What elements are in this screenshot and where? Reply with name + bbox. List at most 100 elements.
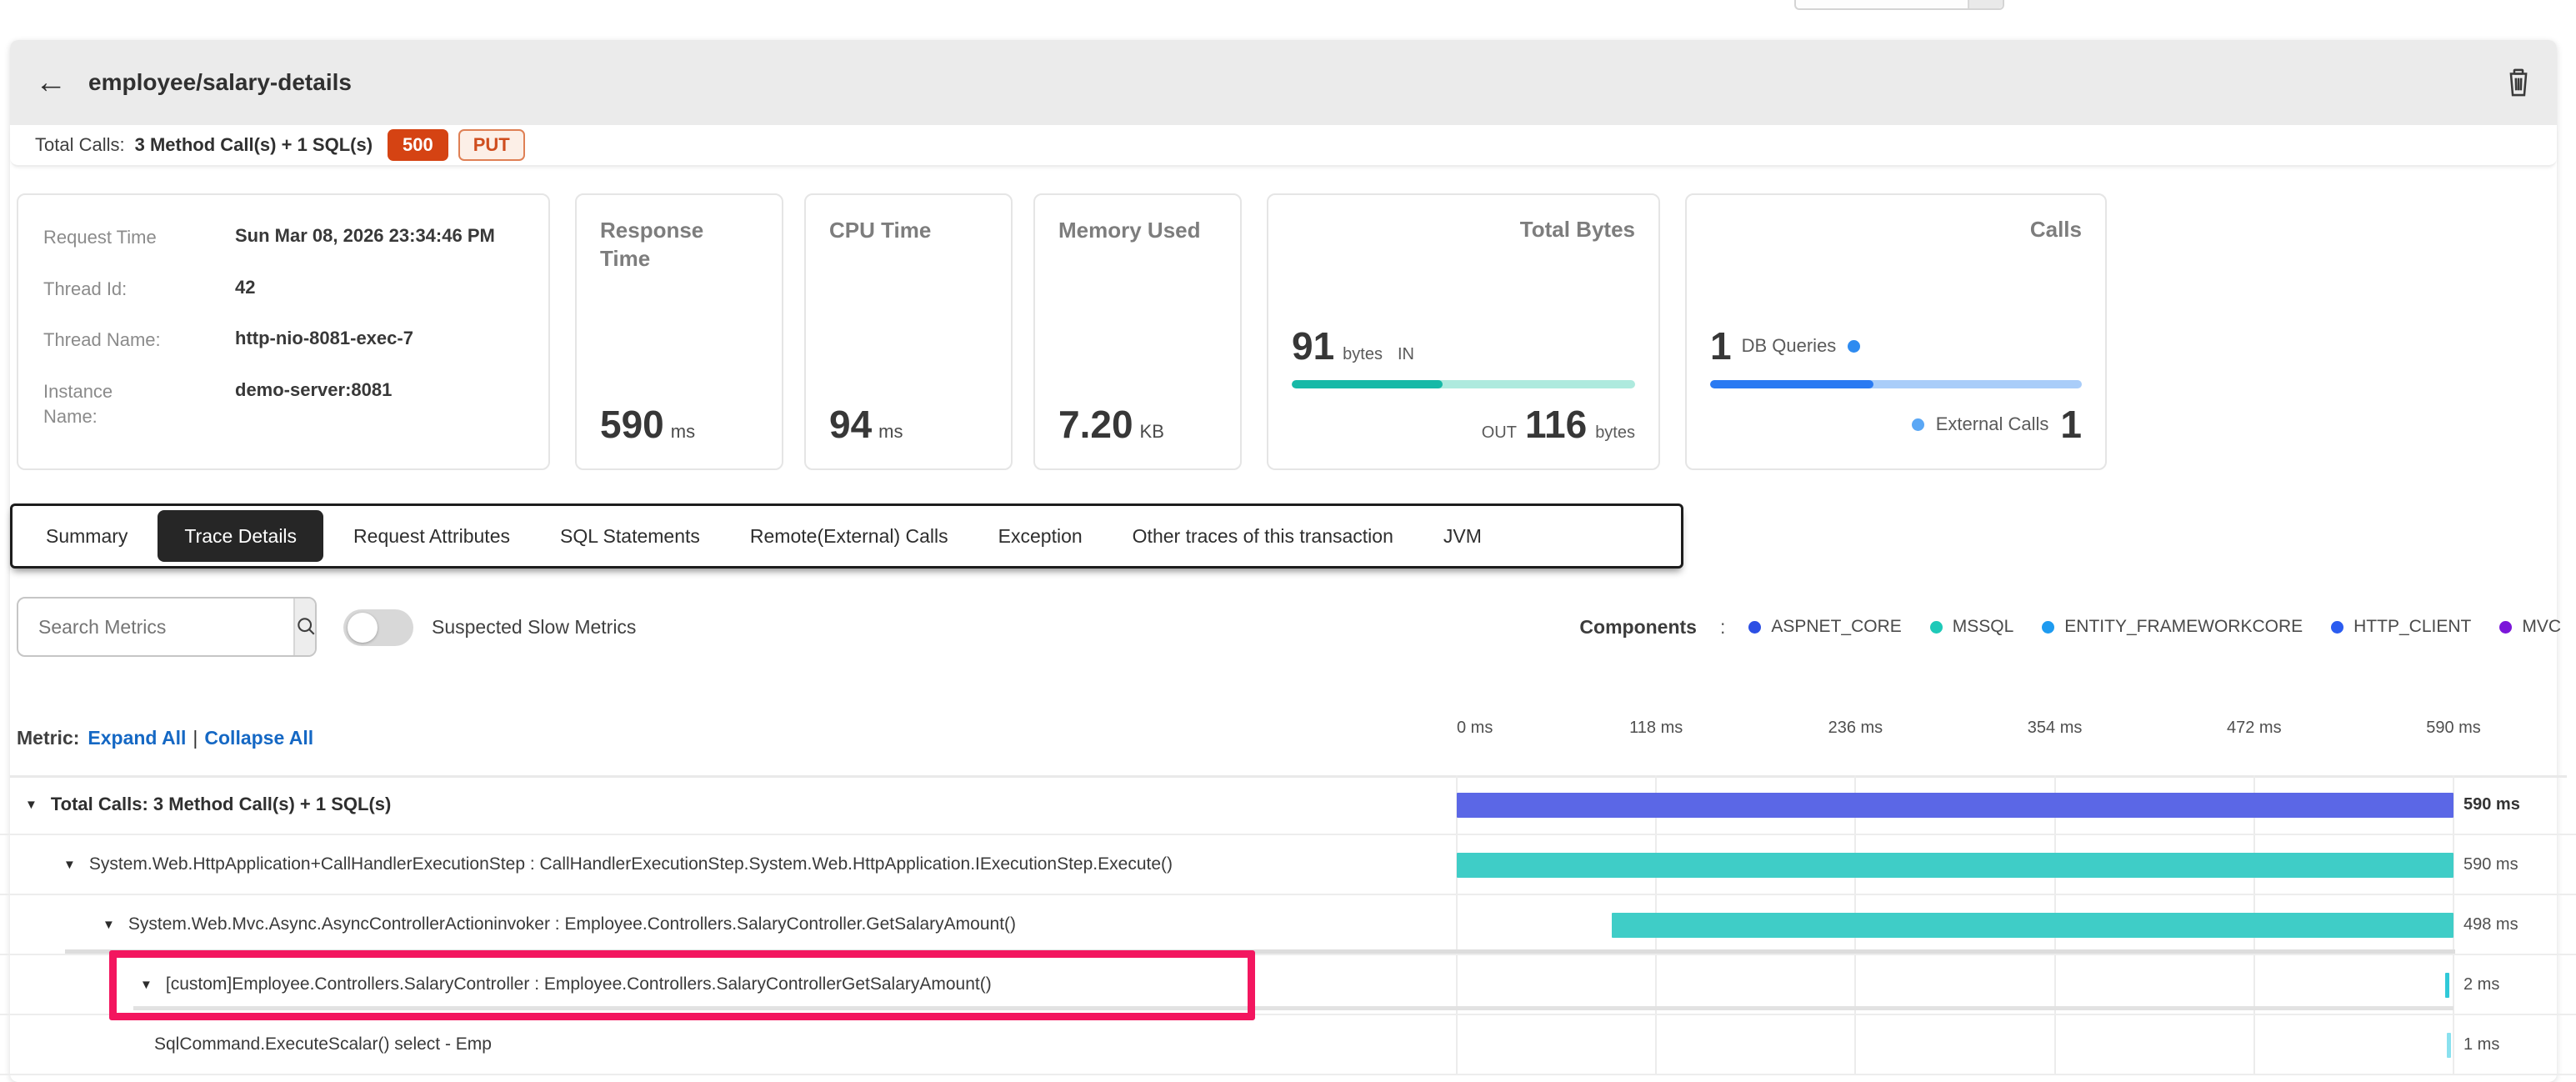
trace-row-name[interactable]: ▼ [custom]Employee.Controllers.SalaryCont…: [140, 974, 992, 994]
duration-bar[interactable]: [1457, 853, 2453, 878]
bytes-out-label: OUT: [1481, 423, 1517, 442]
tab-exception[interactable]: Exception: [998, 524, 1083, 547]
collapse-all-link[interactable]: Collapse All: [204, 727, 314, 749]
legend-dot-icon: [2499, 620, 2513, 634]
chart-gridline: [1456, 775, 1458, 1075]
info-row: Request Time Sun Mar 08, 2026 23:34:46 P…: [43, 225, 523, 250]
info-label: Thread Name:: [43, 329, 161, 351]
trace-row: ▼ [custom]Employee.Controllers.SalaryCont…: [0, 955, 2576, 1015]
duration-label: 1 ms: [2463, 1034, 2500, 1054]
stat-unit: KB: [1139, 421, 1164, 442]
tab-other-traces[interactable]: Other traces of this transaction: [1132, 524, 1393, 547]
trace-row: ▼ Total Calls: 3 Method Call(s) + 1 SQL(s…: [0, 775, 2576, 835]
info-label: Thread Id:: [43, 278, 128, 299]
page-title: employee/salary-details: [88, 69, 352, 95]
tab-jvm[interactable]: JVM: [1443, 524, 1482, 547]
http-method-badge: PUT: [458, 129, 525, 161]
collapse-caret-icon[interactable]: ▼: [140, 977, 153, 992]
partial-search-box[interactable]: [1794, 0, 2004, 10]
trace-row-name[interactable]: ▼ System.Web.Mvc.Async.AsyncControllerAct…: [103, 914, 1017, 934]
bytes-in-label: IN: [1397, 345, 1414, 363]
back-arrow-icon[interactable]: ←: [35, 65, 67, 100]
row-separator-thick: [65, 949, 2455, 954]
tab-request-attributes[interactable]: Request Attributes: [353, 524, 510, 547]
duration-label: 590 ms: [2463, 854, 2518, 874]
tab-sql-statements[interactable]: SQL Statements: [560, 524, 700, 547]
partial-search-button[interactable]: [1968, 0, 2003, 8]
search-metrics-box: [17, 597, 317, 657]
legend-item-entity-frameworkcore: ENTITY_FRAMEWORKCORE: [2042, 617, 2303, 637]
bytes-meter: [1292, 380, 1635, 388]
legend-dot-icon: [1929, 620, 1943, 634]
legend-dot-icon: [2331, 620, 2344, 634]
db-queries-dot-icon: [1848, 339, 1861, 353]
calls-meter: [1710, 380, 2082, 388]
trace-row-name[interactable]: SqlCommand.ExecuteScalar() select - Emp: [154, 1034, 492, 1054]
info-value: http-nio-8081-exec-7: [235, 328, 413, 349]
response-time-card: Response Time 590 ms: [575, 193, 783, 470]
time-axis-tick: 236 ms: [1828, 719, 1883, 737]
time-axis-tick: 354 ms: [2027, 719, 2083, 737]
waterfall-top-separator: [10, 775, 2567, 778]
duration-bar[interactable]: [2446, 1033, 2451, 1058]
duration-label: 590 ms: [2463, 794, 2520, 814]
tab-remote-external-calls[interactable]: Remote(External) Calls: [749, 524, 948, 547]
duration-label: 498 ms: [2463, 914, 2518, 934]
metric-header: Metric: Expand All | Collapse All: [17, 727, 313, 749]
duration-bar[interactable]: [1612, 913, 2453, 938]
info-label: Request Time: [43, 227, 157, 248]
info-value: demo-server:8081: [235, 379, 393, 401]
metric-label: Metric:: [17, 727, 80, 749]
bytes-out-unit: bytes: [1595, 423, 1635, 442]
chart-gridline: [2453, 775, 2454, 1075]
components-legend: Components : ASPNET_CORE MSSQL ENTITY_FR…: [1579, 597, 2569, 657]
db-queries-value: 1: [1710, 324, 1732, 368]
components-separator: :: [1719, 615, 1726, 638]
search-metrics-input[interactable]: [18, 599, 293, 655]
tab-trace-details[interactable]: Trace Details: [158, 510, 324, 562]
time-axis-tick: 472 ms: [2227, 719, 2282, 737]
suspected-slow-metrics-label: Suspected Slow Metrics: [432, 615, 637, 638]
trace-waterfall: ▼ Total Calls: 3 Method Call(s) + 1 SQL(s…: [0, 775, 2576, 1082]
tab-bar: Summary Trace Details Request Attributes…: [10, 503, 1683, 569]
delete-trace-button[interactable]: [2505, 68, 2532, 98]
external-calls-value: 1: [2060, 403, 2082, 446]
external-calls-label: External Calls: [1935, 413, 2049, 434]
time-axis: 0 ms 118 ms 236 ms 354 ms 472 ms 590 ms: [0, 719, 2576, 742]
time-axis-tick: 0 ms: [1457, 719, 1493, 737]
link-separator: |: [193, 727, 198, 749]
stat-unit: ms: [878, 421, 903, 442]
trace-row: ▼ System.Web.HttpApplication+CallHandlerE…: [0, 835, 2576, 895]
subheader: Total Calls: 3 Method Call(s) + 1 SQL(s)…: [10, 125, 2557, 167]
search-button[interactable]: [293, 599, 315, 655]
row-separator-thick: [133, 1006, 2453, 1010]
toggle-knob: [348, 613, 378, 643]
stat-value: 7.20: [1058, 403, 1133, 446]
card-title: Response Time: [600, 218, 704, 271]
legend-item-mssql: MSSQL: [1929, 617, 2013, 637]
info-value: Sun Mar 08, 2026 23:34:46 PM: [235, 225, 495, 246]
trash-icon: [2505, 68, 2532, 98]
collapse-caret-icon[interactable]: ▼: [63, 857, 76, 872]
request-info-card: Request Time Sun Mar 08, 2026 23:34:46 P…: [17, 193, 550, 470]
bytes-in-value: 91: [1292, 324, 1335, 368]
legend-item-mvc: MVC: [2499, 617, 2561, 637]
calls-meter-fill: [1710, 380, 1874, 388]
trace-row-name[interactable]: ▼ Total Calls: 3 Method Call(s) + 1 SQL(s…: [25, 794, 392, 814]
time-axis-tick: 118 ms: [1629, 719, 1683, 737]
tab-summary[interactable]: Summary: [46, 524, 128, 547]
info-row: Instance Name: demo-server:8081: [43, 379, 523, 428]
duration-bar[interactable]: [2444, 973, 2449, 998]
trace-row-name[interactable]: ▼ System.Web.HttpApplication+CallHandlerE…: [63, 854, 1173, 874]
card-title: Memory Used: [1058, 218, 1201, 243]
legend-item-http-client: HTTP_CLIENT: [2331, 617, 2471, 637]
collapse-caret-icon[interactable]: ▼: [103, 917, 115, 932]
trace-row: SqlCommand.ExecuteScalar() select - Emp 1…: [0, 1015, 2576, 1075]
bytes-in-unit: bytes: [1343, 345, 1383, 363]
status-code-badge: 500: [388, 129, 448, 161]
suspected-slow-metrics-toggle[interactable]: [343, 609, 413, 646]
collapse-caret-icon[interactable]: ▼: [25, 797, 38, 812]
page-header: ← employee/salary-details: [10, 40, 2557, 125]
duration-bar[interactable]: [1457, 793, 2453, 818]
expand-all-link[interactable]: Expand All: [88, 727, 187, 749]
